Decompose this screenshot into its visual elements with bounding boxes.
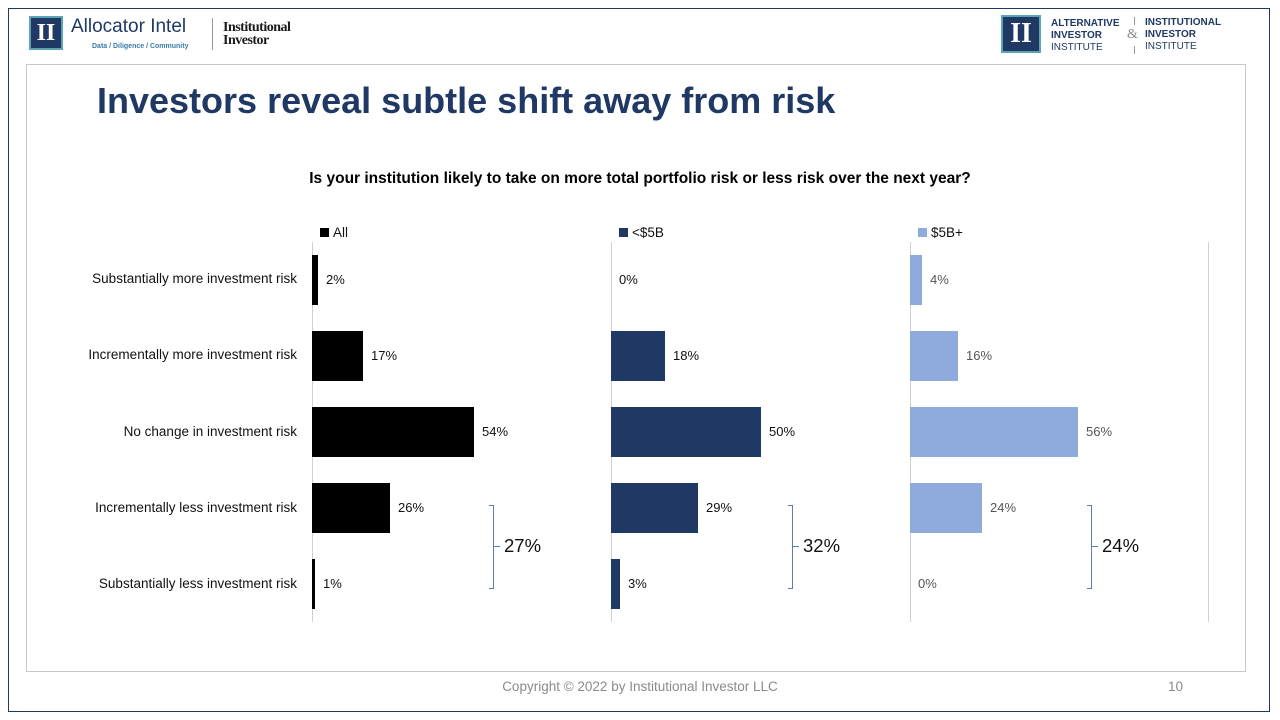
- less-risk-bracket: [1087, 505, 1092, 589]
- iii-line3: INSTITUTE: [1145, 41, 1197, 52]
- bracket-tick: [494, 546, 500, 547]
- category-label: Substantially more investment risk: [92, 271, 297, 286]
- aii-logo-mark: II: [1001, 15, 1041, 53]
- bracket-tick: [793, 546, 799, 547]
- logo-divider-top: [1134, 17, 1135, 25]
- allocator-intel-tagline: Data / Diligence / Community: [92, 43, 189, 50]
- category-label: Incrementally less investment risk: [95, 500, 297, 515]
- legend-item: <$5B: [619, 225, 664, 240]
- legend-swatch: [320, 228, 329, 237]
- bar: [312, 407, 474, 457]
- iii-line1: INSTITUTIONAL: [1145, 17, 1222, 28]
- less-risk-bracket: [788, 505, 793, 589]
- data-label: 56%: [1086, 424, 1113, 439]
- bar: [312, 331, 363, 381]
- allocator-intel-logo-mark: II: [29, 16, 63, 50]
- less-risk-bracket: [489, 505, 494, 589]
- legend-item: All: [320, 225, 348, 240]
- category-label: No change in investment risk: [123, 424, 297, 439]
- less-risk-total: 27%: [504, 535, 542, 556]
- aii-line3: INSTITUTE: [1051, 42, 1103, 53]
- bar: [312, 559, 315, 609]
- aii-line1: ALTERNATIVE: [1051, 18, 1120, 29]
- legend-label: $5B+: [931, 225, 963, 240]
- bracket-tick: [1092, 546, 1098, 547]
- aii-line2: INVESTOR: [1051, 30, 1102, 41]
- iii-logo-text: INSTITUTIONAL INVESTOR INSTITUTE: [1145, 17, 1221, 53]
- data-label: 2%: [326, 272, 345, 287]
- data-label: 26%: [398, 500, 425, 515]
- slide-frame: [8, 8, 1270, 712]
- legend-label: All: [333, 225, 349, 240]
- data-label: 0%: [619, 272, 638, 287]
- data-label: 1%: [323, 576, 342, 591]
- page-number: 10: [1168, 679, 1184, 694]
- aii-logo-text: ALTERNATIVE INVESTOR INSTITUTE: [1051, 18, 1120, 54]
- iii-line2: INVESTOR: [1145, 29, 1196, 40]
- bar: [910, 331, 958, 381]
- bar: [910, 407, 1078, 457]
- logo-ampersand: &: [1127, 27, 1138, 42]
- legend-swatch: [619, 228, 628, 237]
- chart-right-edge: [1208, 242, 1209, 622]
- logo-divider-bottom: [1134, 46, 1135, 54]
- bar: [611, 559, 620, 609]
- copyright-notice: Copyright © 2022 by Institutional Invest…: [502, 679, 778, 694]
- legend-label: <$5B: [632, 225, 664, 240]
- category-label: Substantially less investment risk: [98, 576, 297, 591]
- less-risk-total: 32%: [803, 535, 841, 556]
- data-label: 50%: [769, 424, 796, 439]
- data-label: 16%: [966, 348, 993, 363]
- allocator-intel-name: Allocator Intel: [71, 16, 187, 37]
- bar: [910, 255, 922, 305]
- data-label: 24%: [990, 500, 1017, 515]
- data-label: 29%: [706, 500, 733, 515]
- bar: [910, 483, 982, 533]
- data-label: 54%: [482, 424, 509, 439]
- bar: [611, 483, 698, 533]
- ii-logo-line2: Investor: [223, 33, 269, 48]
- legend-item: $5B+: [918, 225, 963, 240]
- data-label: 4%: [930, 272, 949, 287]
- data-label: 0%: [918, 576, 937, 591]
- ii-logo-line1: Institutional: [223, 20, 291, 35]
- data-label: 18%: [673, 348, 700, 363]
- bar: [312, 255, 318, 305]
- legend-swatch: [918, 228, 927, 237]
- data-label: 3%: [628, 576, 647, 591]
- slide-title: Investors reveal subtle shift away from …: [97, 80, 836, 121]
- bar: [312, 483, 390, 533]
- logo-divider: [212, 18, 213, 50]
- institutional-investor-logo: Institutional Investor: [223, 20, 291, 48]
- content-frame: [26, 64, 1246, 672]
- bar: [611, 331, 665, 381]
- less-risk-total: 24%: [1102, 535, 1140, 556]
- survey-question: Is your institution likely to take on mo…: [309, 170, 971, 187]
- data-label: 17%: [371, 348, 398, 363]
- bar: [611, 407, 761, 457]
- category-label: Incrementally more investment risk: [88, 347, 297, 362]
